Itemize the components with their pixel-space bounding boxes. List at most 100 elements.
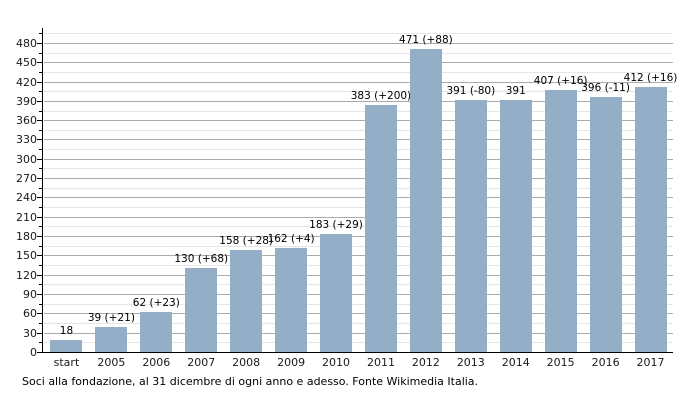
y-axis-minor-tick bbox=[39, 303, 42, 305]
y-axis-major-tick bbox=[37, 197, 42, 199]
y-axis-tick-label: 270 bbox=[16, 172, 37, 186]
major-gridline bbox=[44, 294, 673, 296]
bar bbox=[230, 250, 263, 352]
major-gridline bbox=[44, 332, 673, 334]
y-axis-major-tick bbox=[37, 178, 42, 180]
bar bbox=[364, 105, 397, 352]
bar-value-label: 39 (+21) bbox=[87, 311, 135, 324]
bar bbox=[95, 326, 128, 352]
y-axis-major-tick bbox=[37, 274, 42, 276]
y-axis-minor-tick bbox=[39, 91, 42, 93]
y-axis-tick-label: 330 bbox=[16, 133, 37, 147]
minor-gridline bbox=[44, 226, 673, 228]
major-gridline bbox=[44, 42, 673, 44]
minor-gridline bbox=[44, 91, 673, 93]
minor-gridline bbox=[44, 168, 673, 170]
bar bbox=[544, 89, 577, 352]
y-axis-major-tick bbox=[37, 255, 42, 257]
major-gridline bbox=[44, 62, 673, 64]
x-axis-tick-label: 2016 bbox=[591, 356, 620, 369]
minor-gridline bbox=[44, 187, 673, 189]
y-axis-minor-tick bbox=[39, 187, 42, 189]
y-axis-minor-tick bbox=[39, 284, 42, 286]
bar-value-label: 162 (+4) bbox=[267, 232, 315, 245]
y-axis-major-tick bbox=[37, 216, 42, 218]
y-axis-minor-tick bbox=[39, 71, 42, 73]
minor-gridline bbox=[44, 207, 673, 209]
y-axis-minor-tick bbox=[39, 342, 42, 344]
y-axis-tick-label: 60 bbox=[23, 307, 37, 321]
bar-value-label: 158 (+28) bbox=[219, 235, 274, 248]
y-axis-tick-label: 210 bbox=[16, 210, 37, 224]
y-axis-major-tick bbox=[37, 313, 42, 315]
y-axis-minor-tick bbox=[39, 149, 42, 151]
y-axis-minor-tick bbox=[39, 52, 42, 54]
x-axis-tick-label: 2011 bbox=[366, 356, 395, 369]
x-axis-tick-label: 2014 bbox=[501, 356, 530, 369]
bar bbox=[454, 100, 487, 352]
y-axis-tick-label: 420 bbox=[16, 75, 37, 89]
bar-value-label: 407 (+16) bbox=[533, 74, 588, 87]
bar bbox=[589, 96, 622, 352]
major-gridline bbox=[44, 274, 673, 276]
y-axis-tick-label: 30 bbox=[23, 326, 37, 340]
y-axis-tick-label: 360 bbox=[16, 114, 37, 128]
bar-value-label: 471 (+88) bbox=[399, 33, 453, 46]
x-axis-tick-label: 2006 bbox=[142, 356, 171, 369]
chart-caption: Soci alla fondazione, al 31 dicembre di … bbox=[22, 375, 479, 388]
y-axis-major-tick bbox=[37, 42, 42, 44]
bar-value-label: 396 (-11) bbox=[581, 81, 630, 94]
bar-value-label: 183 (+29) bbox=[309, 219, 363, 232]
y-axis-tick-label: 480 bbox=[16, 36, 37, 50]
x-axis-tick-label: 2015 bbox=[546, 356, 575, 369]
minor-gridline bbox=[44, 33, 673, 35]
x-axis-tick-label: 2010 bbox=[322, 356, 351, 369]
bar-value-label: 62 (+23) bbox=[132, 297, 180, 310]
y-axis-major-tick bbox=[37, 352, 42, 353]
bar-value-label: 391 (-80) bbox=[446, 85, 496, 98]
y-axis-major-tick bbox=[37, 62, 42, 64]
major-gridline bbox=[44, 255, 673, 257]
minor-gridline bbox=[44, 52, 673, 54]
y-axis-minor-tick bbox=[39, 110, 42, 112]
minor-gridline bbox=[44, 265, 673, 267]
y-axis-tick-label: 390 bbox=[16, 94, 37, 108]
minor-gridline bbox=[44, 342, 673, 344]
y-axis-minor-tick bbox=[39, 245, 42, 247]
bar-value-label: 18 bbox=[59, 325, 74, 338]
y-axis-tick-label: 90 bbox=[23, 288, 37, 302]
y-axis-major-tick bbox=[37, 100, 42, 102]
y-axis-minor-tick bbox=[39, 265, 42, 267]
bar bbox=[275, 247, 308, 352]
y-axis-tick-label: 0 bbox=[30, 346, 37, 359]
minor-gridline bbox=[44, 110, 673, 112]
y-axis-major-tick bbox=[37, 294, 42, 296]
minor-gridline bbox=[44, 284, 673, 286]
bar bbox=[409, 48, 442, 352]
bar-value-label: 383 (+200) bbox=[350, 90, 412, 103]
y-axis-minor-tick bbox=[39, 129, 42, 131]
x-axis-tick-label: 2013 bbox=[456, 356, 485, 369]
major-gridline bbox=[44, 236, 673, 238]
y-axis-major-tick bbox=[37, 236, 42, 238]
major-gridline bbox=[44, 313, 673, 315]
major-gridline bbox=[44, 139, 673, 141]
minor-gridline bbox=[44, 129, 673, 131]
bar bbox=[634, 86, 667, 352]
x-axis-line bbox=[42, 352, 673, 353]
bar bbox=[320, 234, 353, 352]
minor-gridline bbox=[44, 149, 673, 151]
bar bbox=[140, 312, 173, 352]
y-axis-major-tick bbox=[37, 81, 42, 83]
major-gridline bbox=[44, 216, 673, 218]
y-axis-minor-tick bbox=[39, 207, 42, 209]
major-gridline bbox=[44, 158, 673, 160]
minor-gridline bbox=[44, 303, 673, 305]
major-gridline bbox=[44, 100, 673, 102]
y-axis-minor-tick bbox=[39, 168, 42, 170]
y-axis-tick-label: 450 bbox=[16, 56, 37, 70]
x-axis-tick-label: 2008 bbox=[232, 356, 261, 369]
x-axis-tick-label: start bbox=[53, 356, 80, 369]
y-axis-tick-label: 120 bbox=[16, 268, 37, 282]
minor-gridline bbox=[44, 245, 673, 247]
